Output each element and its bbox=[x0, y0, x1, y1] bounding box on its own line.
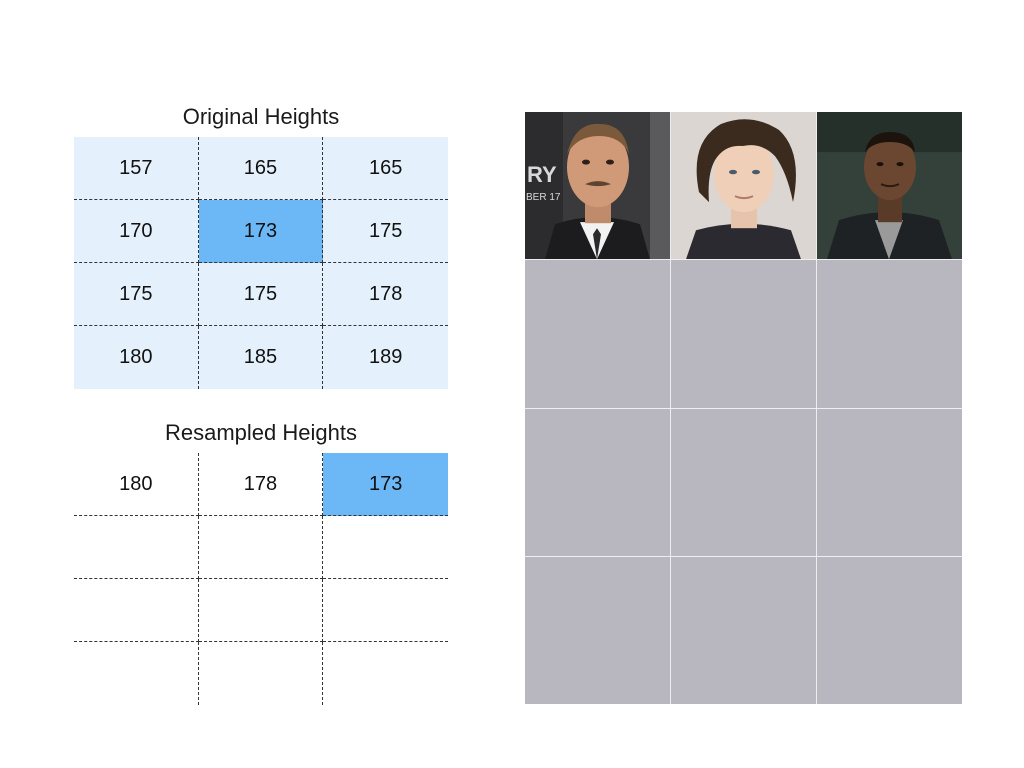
photo-grid: RY BER 17 bbox=[525, 112, 962, 704]
table-cell bbox=[74, 642, 199, 705]
empty-photo-slot bbox=[817, 408, 962, 556]
portrait-photo bbox=[671, 112, 816, 260]
table-cell bbox=[323, 642, 448, 705]
portrait-image bbox=[671, 112, 816, 260]
portrait-photo: RY BER 17 bbox=[525, 112, 670, 260]
empty-photo-slot bbox=[817, 260, 962, 408]
table-cell: 180 bbox=[74, 453, 199, 516]
table-cell: 175 bbox=[323, 200, 448, 263]
table-cell bbox=[198, 579, 324, 642]
original-heights-table: 157 165 165 170 173 175 175 175 178 180 … bbox=[74, 137, 448, 389]
table-cell bbox=[74, 579, 199, 642]
table-cell: 157 bbox=[74, 137, 199, 200]
table-cell bbox=[74, 516, 199, 579]
empty-photo-slot bbox=[525, 260, 670, 408]
empty-photo-slot bbox=[525, 556, 670, 704]
backdrop-text-small: BER 17 bbox=[526, 192, 561, 203]
portrait-image: RY BER 17 bbox=[525, 112, 670, 260]
table-cell: 165 bbox=[323, 137, 448, 200]
table-cell: 165 bbox=[198, 137, 324, 200]
resampled-heights-title: Resampled Heights bbox=[165, 420, 357, 445]
empty-photo-slot bbox=[525, 408, 670, 556]
portrait-image bbox=[817, 112, 962, 260]
table-cell: 175 bbox=[198, 263, 324, 326]
table-cell bbox=[198, 516, 324, 579]
table-cell: 170 bbox=[74, 200, 199, 263]
empty-photo-slot bbox=[671, 556, 816, 704]
table-cell: 175 bbox=[74, 263, 199, 326]
table-cell: 180 bbox=[74, 326, 199, 389]
resampled-heights-table: 180 178 173 bbox=[74, 453, 448, 705]
empty-photo-slot bbox=[671, 260, 816, 408]
backdrop-text: RY bbox=[527, 162, 557, 187]
table-cell bbox=[199, 642, 324, 705]
empty-photo-slot bbox=[671, 408, 816, 556]
table-cell bbox=[323, 579, 448, 642]
portrait-photo bbox=[817, 112, 962, 260]
table-cell-highlighted: 173 bbox=[198, 200, 324, 263]
table-cell bbox=[323, 516, 448, 579]
table-cell: 189 bbox=[323, 326, 448, 389]
table-cell: 178 bbox=[198, 453, 324, 516]
table-cell-highlighted: 173 bbox=[323, 453, 448, 516]
table-cell: 178 bbox=[323, 263, 448, 326]
empty-photo-slot bbox=[817, 556, 962, 704]
original-heights-title: Original Heights bbox=[182, 104, 340, 129]
table-cell: 185 bbox=[198, 326, 324, 389]
